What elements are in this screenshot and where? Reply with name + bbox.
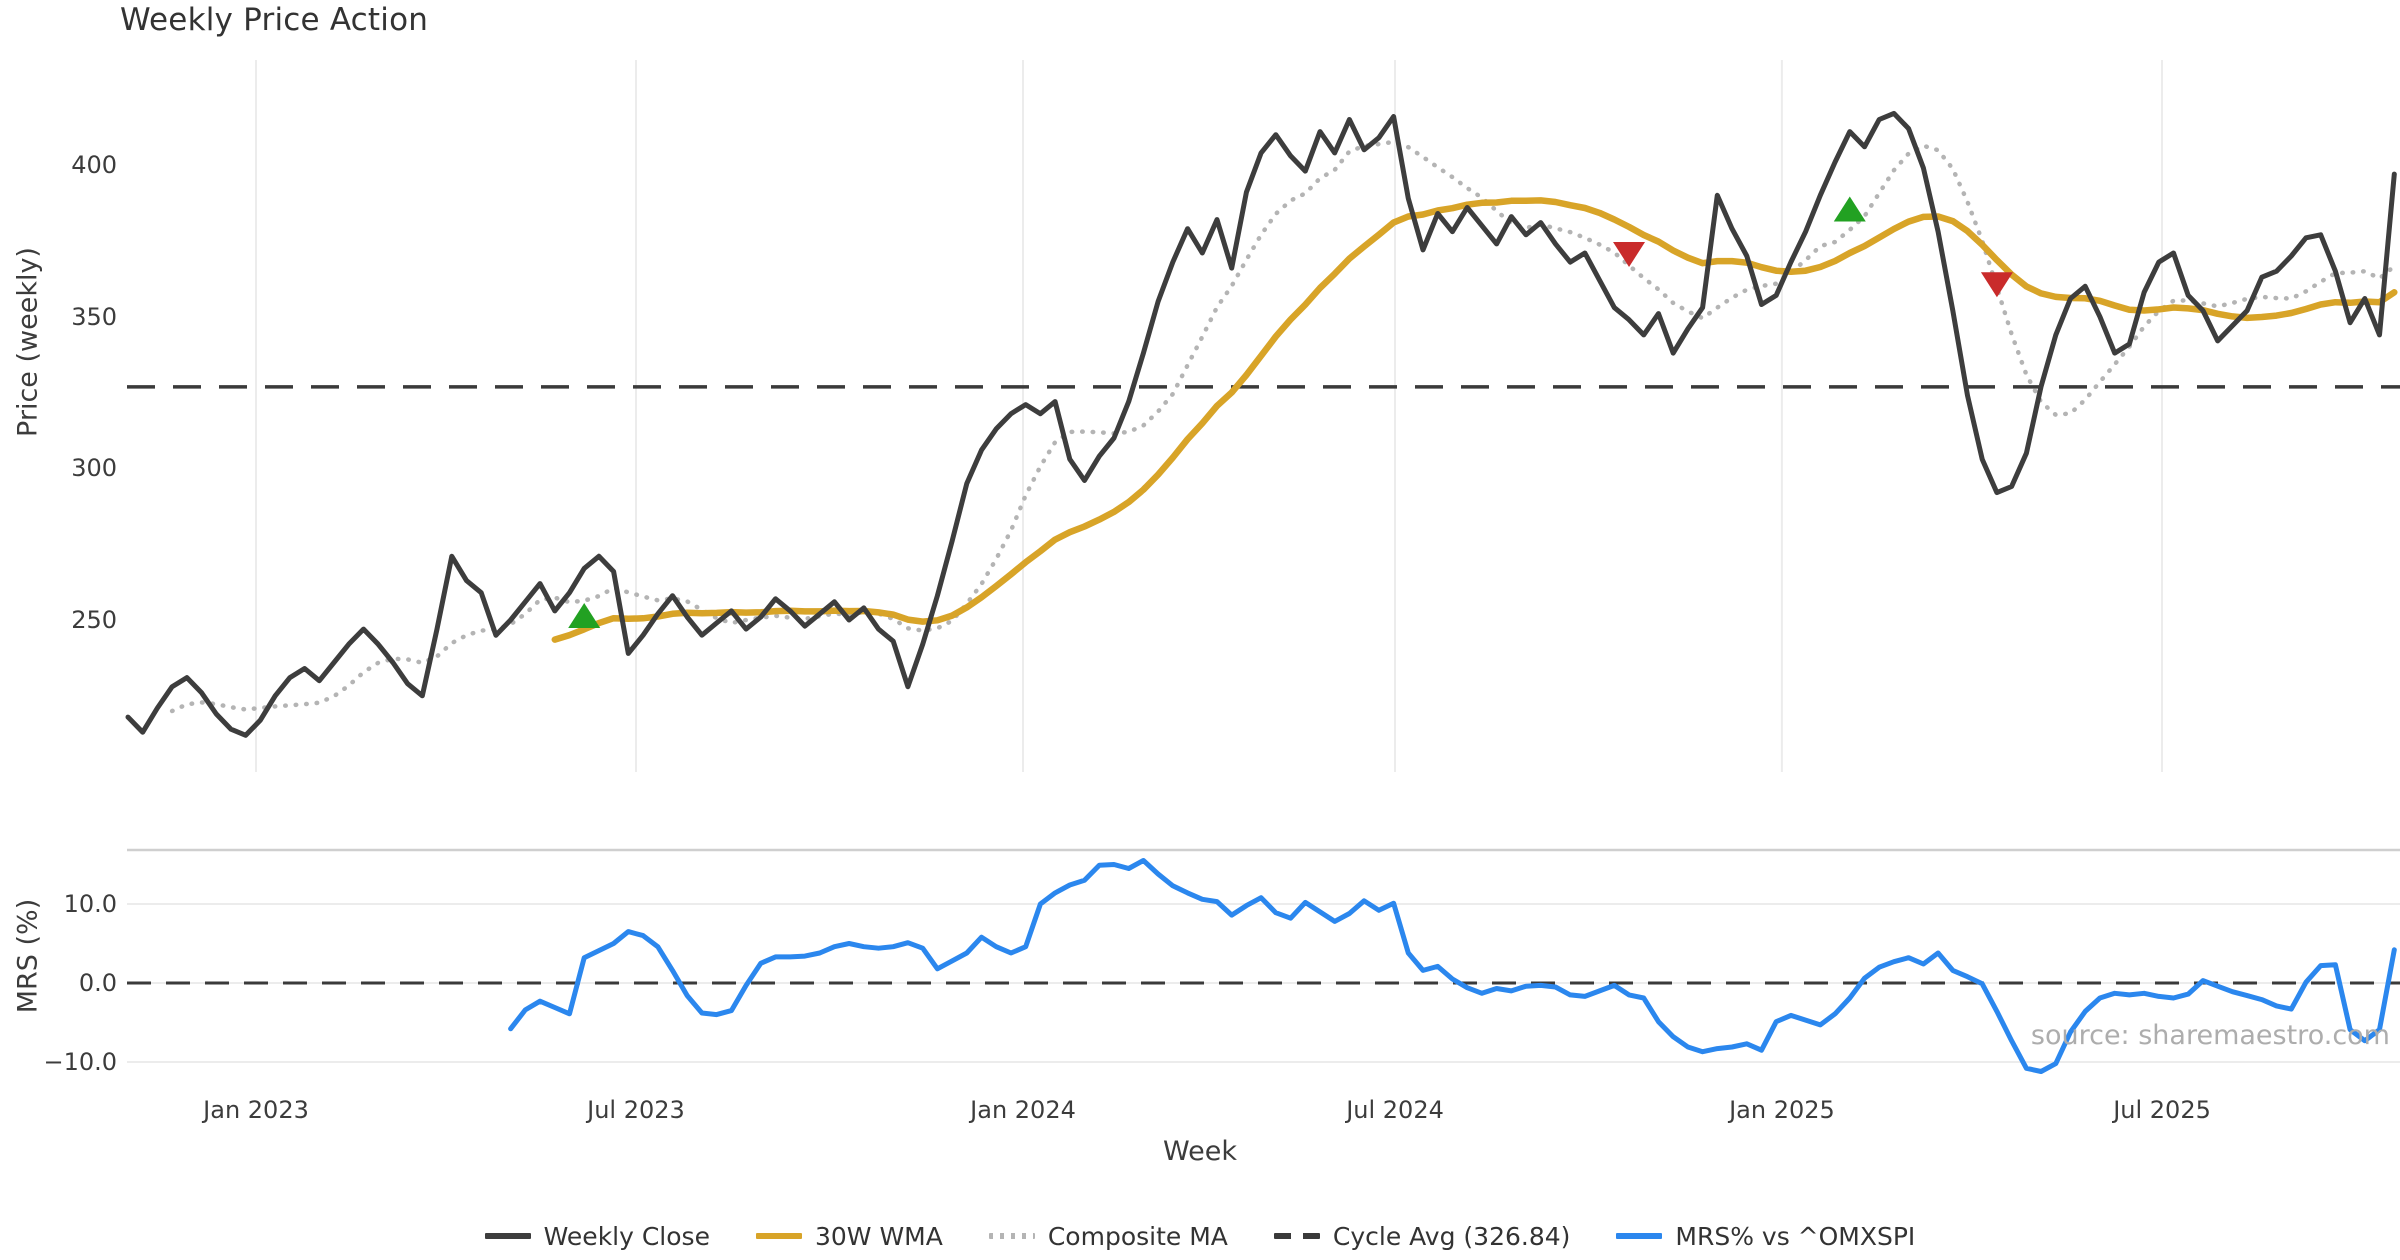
legend-label: Cycle Avg (326.84) [1332, 1221, 1571, 1251]
xtick-jan-2023: Jan 2023 [203, 1096, 309, 1124]
price-ytick-400: 400 [71, 151, 117, 179]
composite-ma-line [169, 139, 2397, 714]
legend-item-wma: 30W WMA [755, 1221, 943, 1251]
legend-label: Composite MA [1047, 1221, 1228, 1251]
price-ytick-300: 300 [71, 454, 117, 482]
mrs-axis-label: MRS (%) [12, 898, 44, 1014]
legend-label: 30W WMA [814, 1221, 943, 1251]
mrs-ytick-0: 0.0 [78, 969, 117, 997]
wma-line-sample-icon [755, 1233, 802, 1239]
weekly-close-line [125, 110, 2397, 738]
signal-marker-down [1980, 272, 2013, 298]
price-ytick-350: 350 [71, 303, 117, 331]
source-watermark: source: sharemaestro.com [2030, 1020, 2390, 1051]
price-axis-label: Price (weekly) [12, 247, 44, 437]
legend-label: MRS% vs ^OMXSPI [1675, 1221, 1916, 1251]
signal-marker-up [568, 602, 601, 628]
legend-item-mrs: MRS% vs ^OMXSPI [1616, 1222, 1915, 1251]
legend-item-composite: Composite MA [988, 1221, 1228, 1251]
legend-label: Weekly Close [543, 1221, 710, 1251]
legend-item-weekly-close: Weekly Close [484, 1221, 710, 1251]
chart-legend: Weekly Close 30W WMA Composite MA Cycle … [0, 1214, 2400, 1258]
composite-line-sample-icon [988, 1233, 1035, 1239]
mrs-line-sample-icon [1616, 1233, 1663, 1239]
mrs-ytick-neg10: −10.0 [43, 1048, 117, 1076]
legend-item-cycle-avg: Cycle Avg (326.84) [1273, 1221, 1571, 1251]
xtick-jul-2025: Jul 2025 [2113, 1096, 2211, 1124]
weekly-close-line-sample-icon [484, 1233, 531, 1239]
xtick-jul-2024: Jul 2024 [1346, 1096, 1444, 1124]
cycle-avg-line-sample-icon [1273, 1233, 1320, 1239]
mrs-ytick-10: 10.0 [63, 890, 117, 918]
xtick-jul-2023: Jul 2023 [587, 1096, 685, 1124]
xtick-jan-2025: Jan 2025 [1729, 1096, 1835, 1124]
xtick-jan-2024: Jan 2024 [970, 1096, 1076, 1124]
signal-marker-down [1613, 241, 1646, 267]
signal-marker-up [1833, 196, 1866, 222]
price-ytick-250: 250 [71, 606, 117, 634]
chart-title: Weekly Price Action [120, 2, 429, 38]
mrs-line [508, 858, 2397, 1074]
wma-30w-line [551, 197, 2398, 643]
x-axis-label: Week [1163, 1136, 1237, 1167]
